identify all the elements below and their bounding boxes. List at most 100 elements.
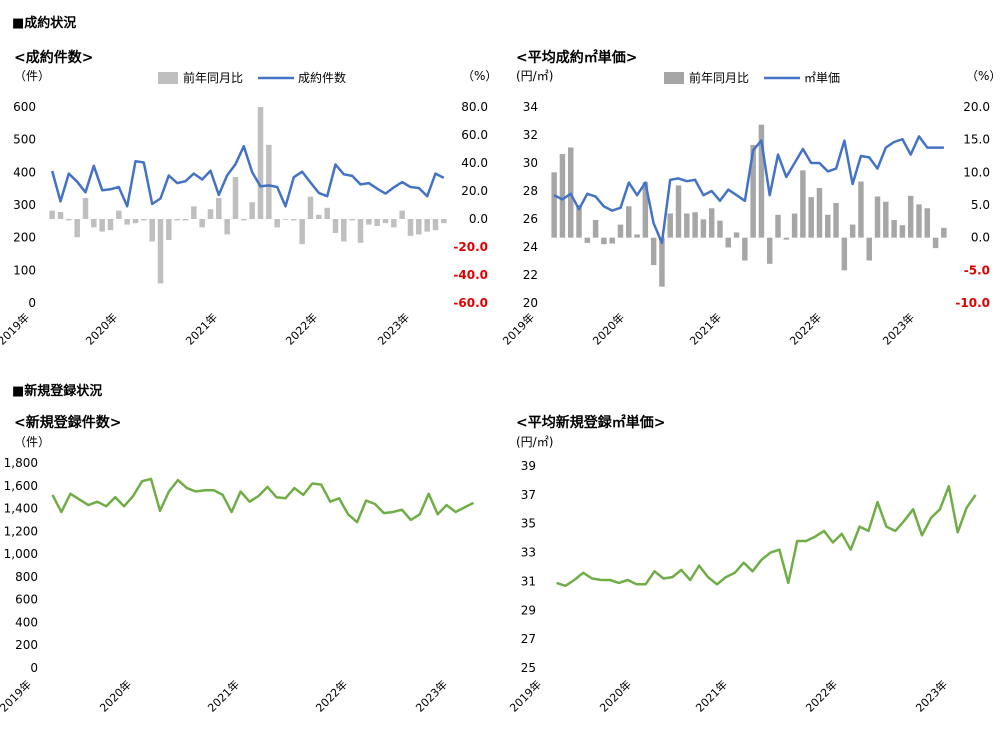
- bar: [808, 197, 814, 238]
- left-axis-unit: (円/㎡): [516, 69, 553, 83]
- bar: [916, 204, 922, 238]
- bar: [626, 206, 632, 238]
- bar: [659, 237, 665, 287]
- left-tick-label: 1,200: [4, 524, 38, 538]
- bar: [617, 224, 624, 238]
- right-tick-label: 20.0: [461, 184, 488, 198]
- bar: [107, 219, 114, 231]
- left-tick-label: 1,000: [4, 547, 38, 561]
- right-axis-unit: （%）: [966, 69, 1000, 83]
- bar: [924, 208, 931, 238]
- bar: [141, 219, 147, 221]
- bar: [667, 213, 673, 238]
- bar: [91, 219, 97, 228]
- bar: [742, 237, 748, 261]
- bar: [891, 220, 897, 238]
- left-tick-label: 200: [15, 638, 38, 652]
- left-tick-label: 30: [523, 156, 538, 170]
- bar: [374, 219, 380, 226]
- bar: [274, 219, 280, 228]
- bar: [232, 177, 239, 219]
- bar: [116, 210, 122, 219]
- x-tick-label: 2022年: [313, 677, 350, 714]
- left-tick-label: 25: [521, 661, 536, 675]
- right-tick-label: -40.0: [453, 268, 488, 282]
- series-line: [553, 135, 944, 245]
- x-tick-label: 2021年: [687, 310, 724, 347]
- bar: [708, 208, 715, 238]
- left-tick-label: 31: [521, 574, 536, 588]
- bar: [99, 219, 105, 232]
- bar: [174, 219, 180, 221]
- left-tick-label: 34: [523, 100, 538, 114]
- section-title-new-registration: ■新規登録状況: [12, 384, 103, 399]
- x-tick-label: 2022年: [787, 310, 824, 347]
- x-tick-label: 2022年: [803, 677, 840, 714]
- bar: [216, 198, 222, 219]
- legend-bar-swatch: [664, 72, 684, 84]
- bar: [907, 195, 914, 238]
- bar: [684, 213, 690, 238]
- bar: [416, 219, 422, 235]
- left-tick-label: 400: [15, 615, 38, 629]
- x-tick-label: 2020年: [590, 310, 627, 347]
- legend-bar-label: 前年同月比: [183, 70, 243, 85]
- left-tick-label: 200: [13, 231, 36, 245]
- series-line: [556, 484, 977, 588]
- bar: [324, 207, 330, 219]
- bar: [366, 219, 372, 225]
- bar: [424, 219, 430, 232]
- left-tick-label: 37: [521, 488, 536, 502]
- left-tick-label: 300: [13, 198, 36, 212]
- left-tick-label: 400: [13, 165, 36, 179]
- bar: [399, 210, 405, 219]
- bar: [224, 219, 230, 235]
- bar: [407, 219, 414, 236]
- legend-line-label: ㎡単価: [804, 71, 840, 85]
- left-tick-label: 32: [523, 128, 538, 142]
- x-tick-label: 2023年: [913, 677, 950, 714]
- bar: [841, 237, 848, 271]
- bar: [758, 124, 765, 238]
- bar: [601, 237, 607, 245]
- bar: [432, 219, 439, 231]
- x-tick-label: 2021年: [693, 677, 730, 714]
- bar: [299, 219, 305, 245]
- bar: [642, 182, 649, 238]
- left-tick-label: 500: [13, 133, 36, 147]
- bar: [551, 172, 557, 238]
- right-tick-label: 20.0: [963, 100, 990, 114]
- bar: [391, 219, 397, 228]
- left-tick-label: 35: [521, 517, 536, 531]
- x-tick-label: 2020年: [97, 677, 134, 714]
- bar: [858, 181, 864, 238]
- bar: [584, 237, 591, 243]
- x-tick-label: 2019年: [500, 310, 537, 347]
- bar: [932, 237, 939, 249]
- bar: [833, 203, 839, 238]
- bar: [692, 212, 698, 238]
- right-tick-label: 10.0: [963, 165, 990, 179]
- x-tick-label: 2019年: [0, 677, 34, 714]
- x-tick-label: 2019年: [0, 310, 32, 347]
- bar: [74, 219, 80, 238]
- bar: [157, 219, 164, 284]
- bar: [132, 219, 139, 224]
- bar: [207, 209, 214, 219]
- left-tick-label: 22: [523, 268, 538, 282]
- legend-bar-label: 前年同月比: [689, 70, 749, 85]
- x-tick-label: 2023年: [375, 310, 412, 347]
- right-tick-label: 0.0: [971, 231, 990, 245]
- bar: [241, 219, 247, 221]
- bar: [282, 219, 289, 220]
- bar: [733, 232, 740, 238]
- left-tick-label: 27: [521, 632, 536, 646]
- bar: [783, 237, 790, 240]
- bar: [717, 220, 723, 238]
- chart-title: <成約件数>: [14, 49, 93, 66]
- x-tick-label: 2019年: [507, 677, 544, 714]
- legend-bar-swatch: [158, 72, 178, 84]
- bar: [191, 206, 197, 219]
- left-axis-unit: (円/㎡): [516, 435, 553, 449]
